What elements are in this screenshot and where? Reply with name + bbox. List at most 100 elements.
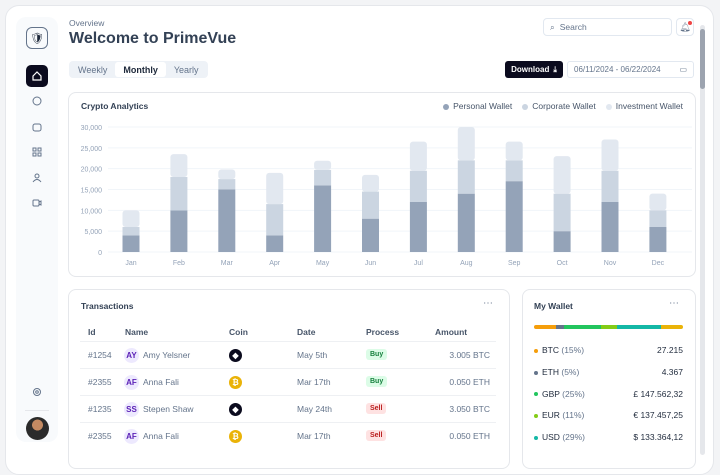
wallet-item[interactable]: GBP (25%) £ 147.562,32: [534, 389, 683, 399]
customer-name: Amy Yelsner: [143, 350, 191, 360]
bar-corporate-wallet: [649, 210, 667, 227]
legend-personal[interactable]: Personal Wallet: [443, 101, 512, 111]
user-icon[interactable]: [26, 167, 48, 189]
wallet-distribution-bar: [534, 325, 683, 329]
currency-value: 4.367: [661, 366, 683, 377]
ethereum-icon: ◆: [229, 349, 242, 362]
column-header[interactable]: Id: [88, 327, 96, 337]
currency-label: GBP: [542, 388, 560, 399]
bitcoin-icon: ₿: [229, 430, 242, 443]
bar-investment-wallet: [314, 160, 332, 170]
transaction-date: May 5th: [297, 350, 328, 360]
column-header[interactable]: Name: [125, 327, 149, 337]
download-button[interactable]: Download ⤓: [505, 61, 563, 78]
currency-label: EUR: [542, 410, 560, 421]
x-tick-label: Mar: [221, 260, 234, 267]
wallet-item[interactable]: ETH (5%) 4.367: [534, 367, 683, 377]
calendar-icon: ▭: [679, 65, 687, 74]
process-badge: Buy: [366, 376, 388, 387]
bar-corporate-wallet: [505, 160, 523, 182]
y-tick-label: 20,000: [81, 167, 103, 174]
transaction-amount: 0.050 ETH: [449, 431, 490, 441]
color-dot: [534, 392, 538, 397]
search-icon: ⌕: [550, 21, 555, 32]
wallet-item[interactable]: BTC (15%) 27.215: [534, 345, 683, 355]
avatar: AF: [124, 375, 139, 390]
table-row[interactable]: #2355 AF Anna Fali ₿ Mar 17th Buy 0.050 …: [80, 368, 496, 395]
chat-icon[interactable]: [26, 90, 48, 112]
column-header[interactable]: Date: [297, 327, 316, 337]
column-header[interactable]: Amount: [435, 327, 468, 337]
transaction-amount: 3.050 BTC: [449, 404, 490, 414]
logo-icon: 🛡: [26, 27, 48, 49]
column-header[interactable]: Coin: [229, 327, 248, 337]
video-icon[interactable]: [26, 192, 48, 214]
bar-investment-wallet: [170, 154, 188, 177]
avatar[interactable]: [26, 417, 49, 440]
bar-investment-wallet: [218, 169, 236, 180]
x-tick-label: Jul: [414, 260, 423, 267]
currency-percent: (29%): [562, 432, 586, 443]
column-header[interactable]: Process: [366, 327, 400, 337]
bar-investment-wallet: [409, 141, 427, 171]
wallet-item[interactable]: USD (29%) $ 133.364,12: [534, 432, 683, 442]
bar-personal-wallet: [266, 235, 284, 252]
currency-label: BTC: [542, 345, 559, 355]
bar-personal-wallet: [649, 227, 667, 252]
wallet-menu-icon[interactable]: ⋯: [669, 298, 679, 309]
bar-personal-wallet: [122, 235, 140, 252]
wallet-item[interactable]: EUR (11%) € 137.457,25: [534, 410, 683, 420]
bell-icon[interactable]: 🔔︎: [676, 18, 694, 36]
transaction-id: #2355: [88, 377, 112, 387]
legend-corporate[interactable]: Corporate Wallet: [522, 101, 596, 111]
date-range-value: 06/11/2024 - 06/22/2024: [574, 65, 661, 74]
x-tick-label: May: [316, 260, 330, 267]
avatar: AF: [124, 429, 139, 444]
bar-personal-wallet: [553, 231, 571, 252]
transaction-id: #2355: [88, 431, 112, 441]
bar-corporate-wallet: [601, 170, 619, 202]
x-tick-label: Jan: [125, 260, 136, 267]
transaction-amount: 0.050 ETH: [449, 377, 490, 387]
bar-corporate-wallet: [122, 227, 140, 236]
bar-corporate-wallet: [409, 170, 427, 202]
currency-value: € 137.457,25: [633, 410, 683, 421]
scrollbar[interactable]: [700, 25, 705, 455]
currency-percent: (5%): [561, 366, 580, 377]
search-input[interactable]: ⌕ Search: [543, 18, 672, 36]
y-tick-label: 15,000: [81, 188, 103, 195]
table-row[interactable]: #1254 AY Amy Yelsner ◆ May 5th Buy 3.005…: [80, 341, 496, 368]
process-badge: Sell: [366, 403, 387, 414]
gear-icon[interactable]: [26, 381, 48, 403]
color-dot: [534, 414, 538, 419]
transactions-title: Transactions: [81, 301, 134, 311]
table-row[interactable]: #2355 AF Anna Fali ₿ Mar 17th Sell 0.050…: [80, 422, 496, 449]
inbox-icon[interactable]: [26, 116, 48, 138]
tab-yearly[interactable]: Yearly: [173, 65, 199, 75]
period-tabs: Weekly Monthly Yearly: [69, 61, 208, 78]
transactions-menu-icon[interactable]: ⋯: [483, 298, 493, 309]
bar-personal-wallet: [457, 193, 475, 252]
tab-weekly[interactable]: Weekly: [78, 65, 108, 75]
x-tick-label: Nov: [604, 260, 617, 267]
apps-icon[interactable]: [26, 141, 48, 163]
bar-investment-wallet: [601, 139, 619, 171]
bar-personal-wallet: [505, 181, 523, 252]
bar-corporate-wallet: [362, 191, 379, 219]
ethereum-icon: ◆: [229, 403, 242, 416]
bar-investment-wallet: [266, 172, 284, 205]
wallet-bar-segment: [617, 325, 661, 329]
table-row[interactable]: #1235 SS Stepen Shaw ◆ May 24th Sell 3.0…: [80, 395, 496, 422]
bar-corporate-wallet: [553, 193, 571, 232]
currency-value: 27.215: [657, 345, 683, 355]
notification-dot: [688, 21, 692, 25]
home-icon[interactable]: [26, 65, 48, 87]
tab-monthly[interactable]: Monthly: [115, 62, 166, 77]
page-title: Welcome to PrimeVue: [69, 30, 237, 47]
date-range-picker[interactable]: 06/11/2024 - 06/22/2024 ▭: [567, 61, 694, 78]
x-tick-label: Apr: [269, 260, 281, 267]
bar-investment-wallet: [122, 210, 140, 227]
x-tick-label: Aug: [460, 260, 473, 267]
transactions-card: [68, 289, 510, 469]
legend-investment[interactable]: Investment Wallet: [605, 101, 683, 111]
